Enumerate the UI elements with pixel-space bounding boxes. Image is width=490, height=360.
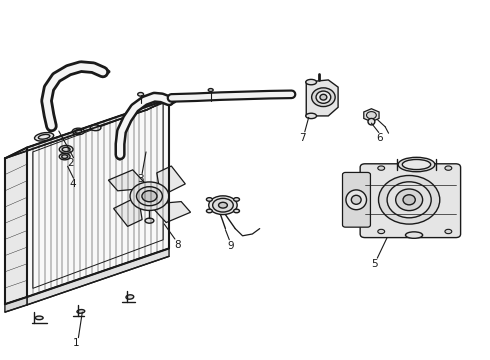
- Text: 4: 4: [69, 179, 76, 189]
- Ellipse shape: [145, 218, 154, 223]
- Ellipse shape: [77, 310, 85, 313]
- Ellipse shape: [62, 155, 68, 158]
- Ellipse shape: [316, 91, 331, 103]
- Ellipse shape: [142, 191, 157, 202]
- Ellipse shape: [320, 94, 327, 100]
- Ellipse shape: [405, 232, 422, 238]
- FancyBboxPatch shape: [360, 164, 461, 238]
- Ellipse shape: [368, 118, 375, 125]
- Polygon shape: [5, 148, 27, 304]
- Text: 9: 9: [227, 240, 234, 251]
- Polygon shape: [364, 109, 379, 122]
- Ellipse shape: [402, 159, 431, 170]
- Ellipse shape: [219, 202, 227, 208]
- Ellipse shape: [445, 166, 452, 170]
- Ellipse shape: [378, 229, 385, 234]
- Text: 5: 5: [371, 258, 378, 269]
- Ellipse shape: [59, 145, 73, 153]
- Ellipse shape: [59, 153, 70, 160]
- Ellipse shape: [62, 147, 70, 152]
- Text: 7: 7: [299, 132, 306, 143]
- Text: 6: 6: [376, 133, 383, 143]
- Ellipse shape: [312, 88, 335, 107]
- Ellipse shape: [403, 195, 416, 205]
- Ellipse shape: [208, 89, 213, 91]
- Ellipse shape: [395, 189, 422, 211]
- Ellipse shape: [35, 316, 43, 320]
- Ellipse shape: [138, 93, 144, 96]
- Polygon shape: [27, 248, 169, 305]
- Ellipse shape: [137, 187, 162, 206]
- Polygon shape: [306, 80, 338, 116]
- Ellipse shape: [130, 182, 169, 211]
- Ellipse shape: [387, 182, 431, 218]
- Ellipse shape: [398, 157, 435, 172]
- Ellipse shape: [48, 122, 55, 132]
- FancyBboxPatch shape: [343, 172, 370, 227]
- Ellipse shape: [164, 99, 176, 104]
- Text: 8: 8: [174, 240, 181, 250]
- Polygon shape: [157, 166, 185, 196]
- Polygon shape: [5, 297, 27, 312]
- Ellipse shape: [209, 196, 237, 215]
- Ellipse shape: [367, 112, 376, 119]
- Ellipse shape: [169, 94, 174, 102]
- Ellipse shape: [351, 195, 361, 204]
- Text: 1: 1: [73, 338, 79, 348]
- Polygon shape: [5, 99, 169, 158]
- Ellipse shape: [346, 190, 367, 210]
- Ellipse shape: [378, 166, 385, 170]
- Ellipse shape: [306, 113, 317, 119]
- Ellipse shape: [90, 125, 101, 131]
- Ellipse shape: [306, 80, 317, 85]
- Ellipse shape: [117, 151, 123, 160]
- Ellipse shape: [34, 132, 54, 141]
- Polygon shape: [114, 197, 142, 226]
- Text: 2: 2: [68, 158, 74, 168]
- Ellipse shape: [206, 198, 212, 201]
- Polygon shape: [108, 170, 149, 191]
- Ellipse shape: [96, 69, 110, 75]
- Ellipse shape: [378, 175, 440, 224]
- Polygon shape: [150, 202, 191, 222]
- Ellipse shape: [445, 229, 452, 234]
- Ellipse shape: [73, 128, 84, 135]
- Polygon shape: [27, 99, 169, 297]
- Ellipse shape: [126, 295, 134, 299]
- Ellipse shape: [234, 198, 240, 201]
- Ellipse shape: [213, 198, 233, 212]
- Ellipse shape: [206, 209, 212, 213]
- Text: 3: 3: [137, 174, 144, 184]
- Ellipse shape: [234, 209, 240, 213]
